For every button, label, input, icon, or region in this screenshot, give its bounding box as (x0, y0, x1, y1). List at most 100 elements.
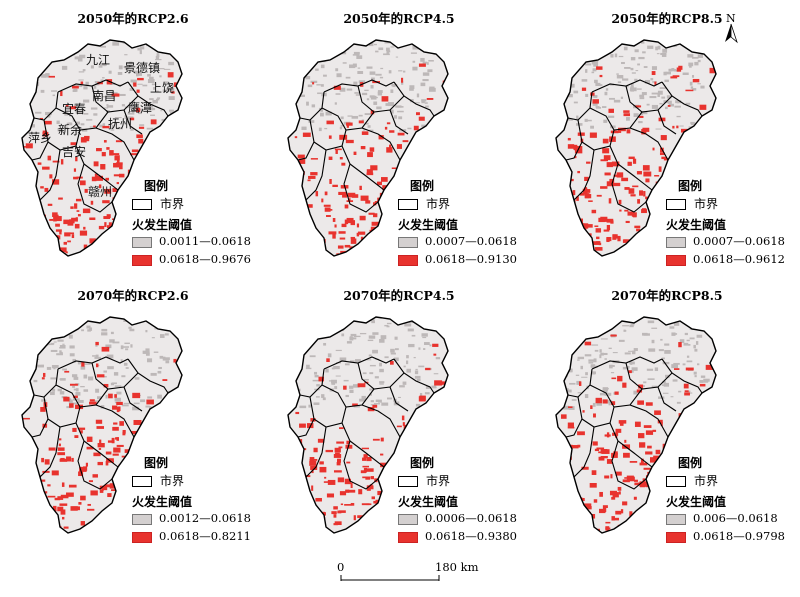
low-risk-cell (93, 113, 98, 116)
low-risk-cell (421, 99, 427, 102)
high-risk-cell (606, 218, 614, 223)
high-risk-cell (288, 255, 291, 256)
high-risk-cell (715, 434, 716, 438)
high-risk-cell (57, 447, 65, 451)
low-risk-cell (685, 102, 691, 105)
low-risk-cell (308, 335, 314, 339)
high-risk-cell (111, 489, 119, 492)
low-risk-cell (158, 366, 162, 370)
low-risk-cell (145, 405, 150, 408)
city-boundary (341, 145, 385, 191)
low-risk-cell (341, 51, 347, 55)
high-risk-cell (183, 447, 190, 450)
high-risk-cell (665, 469, 670, 474)
high-risk-cell (359, 185, 362, 191)
high-risk-cell (636, 389, 643, 393)
legend-title: 图例 (678, 456, 703, 470)
high-risk-cell (405, 487, 411, 491)
low-risk-cell (145, 348, 150, 351)
high-risk-cell (24, 489, 30, 494)
low-risk-cell (407, 328, 414, 332)
high-risk-cell (98, 225, 105, 230)
high-risk-cell (66, 536, 70, 540)
low-risk-cell (580, 365, 583, 370)
scale-bar: 0 180 km (335, 560, 495, 590)
high-risk-cell (702, 210, 707, 216)
city-boundary (33, 368, 59, 398)
low-risk-cell (160, 110, 163, 112)
high-risk-cell (152, 536, 158, 540)
city-boundary (661, 81, 703, 117)
high-risk-cell (101, 152, 106, 157)
low-risk-cell (320, 112, 324, 117)
high-risk-cell (295, 187, 298, 191)
high-risk-cell (107, 233, 116, 239)
high-risk-cell (687, 412, 696, 418)
low-risk-cell (125, 348, 129, 351)
high-risk-cell (439, 213, 448, 216)
low-risk-cell (121, 404, 129, 407)
low-risk-cell (102, 123, 106, 128)
high-risk-cell (25, 479, 32, 484)
city-boundary (611, 440, 647, 490)
high-risk-cell (639, 190, 644, 196)
high-risk-cell (624, 439, 627, 443)
low-risk-cell (22, 317, 26, 321)
low-risk-cell (137, 47, 142, 51)
high-risk-cell (650, 479, 654, 482)
low-risk-cell (409, 85, 415, 90)
low-risk-cell (573, 101, 578, 104)
high-risk-cell (623, 113, 631, 117)
high-risk-cell (663, 158, 670, 161)
high-risk-cell (567, 137, 571, 141)
low-risk-cell (676, 401, 681, 404)
high-risk-cell (557, 252, 560, 255)
low-risk-cell (378, 47, 384, 51)
high-risk-cell (567, 422, 574, 427)
high-risk-cell (162, 426, 168, 430)
high-risk-cell (357, 515, 365, 519)
low-risk-cell (684, 41, 689, 45)
low-risk-cell (613, 321, 618, 325)
high-risk-cell (63, 526, 69, 529)
high-risk-cell (62, 516, 65, 520)
high-risk-cell (451, 440, 456, 444)
legend-title: 图例 (410, 179, 435, 193)
high-risk-cell (373, 202, 377, 206)
high-risk-cell (422, 428, 425, 433)
low-risk-cell (657, 94, 660, 97)
high-risk-cell (86, 436, 93, 442)
low-risk-cell (644, 79, 651, 84)
high-risk-cell (715, 463, 716, 466)
high-risk-cell (558, 224, 563, 230)
high-risk-cell (112, 188, 117, 192)
high-risk-cell (632, 215, 637, 218)
low-risk-cell (52, 388, 56, 392)
low-risk-cell (395, 105, 402, 108)
high-risk-cell (346, 217, 354, 224)
high-risk-cell (641, 209, 647, 214)
low-risk-cell (427, 69, 433, 73)
high-risk-cell (162, 431, 169, 434)
high-risk-cell (24, 444, 29, 448)
low-risk-cell (163, 357, 170, 361)
high-risk-cell (95, 363, 99, 368)
high-risk-cell (96, 175, 103, 181)
high-risk-cell (338, 191, 347, 196)
low-risk-cell (314, 371, 318, 375)
high-risk-cell (445, 366, 448, 370)
low-risk-cell (157, 370, 162, 374)
high-risk-cell (627, 256, 629, 258)
high-risk-cell (425, 367, 431, 371)
high-risk-cell (419, 395, 426, 401)
high-risk-cell (51, 470, 59, 476)
low-risk-cell (631, 350, 636, 355)
low-risk-cell (38, 54, 41, 57)
high-risk-cell (588, 200, 593, 202)
high-risk-cell (116, 401, 123, 406)
low-risk-cell (591, 71, 595, 74)
high-risk-cell (449, 449, 456, 451)
low-risk-cell (576, 115, 579, 120)
high-risk-cell (629, 461, 638, 463)
low-risk-cell (664, 79, 669, 83)
